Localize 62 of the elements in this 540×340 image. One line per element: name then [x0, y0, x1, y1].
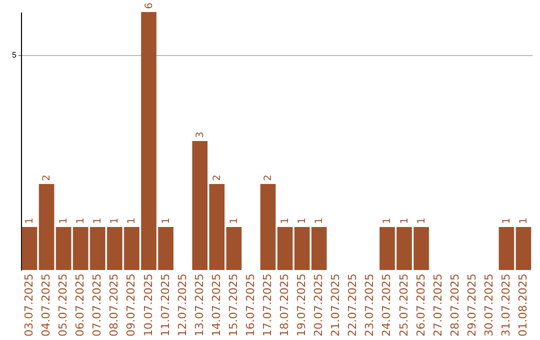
bar: [311, 227, 327, 270]
x-tick-label: 13.07.2025: [192, 274, 206, 336]
x-tick-label: 18.07.2025: [278, 274, 292, 336]
bar: [277, 227, 293, 270]
data-label: 1: [92, 218, 104, 224]
data-label: 1: [399, 218, 410, 224]
x-tick-label: 03.07.2025: [22, 274, 36, 336]
x-tick-label: 22.07.2025: [346, 274, 360, 336]
data-label: 1: [126, 218, 138, 224]
x-tick-label: 09.07.2025: [124, 274, 138, 336]
x-tick-label: 27.07.2025: [431, 274, 444, 336]
x-tick-label: 29.07.2025: [465, 274, 478, 336]
x-tick-label: 30.07.2025: [482, 274, 496, 336]
x-tick-label: 15.07.2025: [226, 274, 240, 336]
x-tick-label: 19.07.2025: [295, 274, 308, 336]
x-tick-label: 31.07.2025: [499, 274, 512, 336]
data-label: 2: [42, 174, 53, 181]
data-label: 2: [212, 174, 223, 181]
x-tick-label: 11.07.2025: [158, 274, 172, 336]
data-label: 1: [501, 218, 512, 224]
data-label: 1: [416, 218, 428, 224]
data-label: 1: [382, 218, 394, 224]
bar: [56, 227, 72, 270]
data-label: 1: [110, 218, 121, 224]
data-label: 1: [280, 218, 292, 224]
bar: [226, 227, 242, 270]
data-label: 1: [24, 218, 36, 224]
x-tick-label: 23.07.2025: [363, 274, 376, 336]
bar: [516, 227, 532, 270]
x-tick-label: 17.07.2025: [260, 274, 274, 336]
x-tick-label: 05.07.2025: [56, 274, 70, 336]
data-label: 1: [297, 218, 308, 224]
x-tick-label: 16.07.2025: [244, 274, 257, 336]
data-label: 2: [262, 174, 274, 181]
x-tick-label: 01.08.2025: [516, 274, 530, 336]
data-label: 1: [58, 218, 70, 224]
x-tick-label: 12.07.2025: [176, 274, 189, 336]
bar: [498, 227, 514, 270]
data-label: 1: [518, 218, 530, 224]
x-tick-label: 04.07.2025: [40, 274, 53, 336]
x-tick-label: 21.07.2025: [329, 274, 342, 336]
y-tick-label: 5: [12, 50, 18, 60]
bar: [260, 184, 276, 270]
x-tick-label: 07.07.2025: [90, 274, 104, 336]
data-label: 1: [228, 218, 240, 224]
data-label: 1: [314, 218, 326, 224]
data-label: 1: [76, 218, 87, 224]
x-tick-label: 24.07.2025: [380, 274, 394, 336]
bar: [38, 184, 54, 270]
data-label: 3: [194, 132, 206, 138]
x-tick-label: 20.07.2025: [312, 274, 326, 336]
x-tick-label: 10.07.2025: [142, 274, 155, 336]
x-tick-label: 06.07.2025: [74, 274, 87, 336]
bar: [22, 227, 38, 270]
x-tick-label: 14.07.2025: [210, 274, 223, 336]
x-tick-label: 25.07.2025: [397, 274, 410, 336]
bar: [294, 227, 310, 270]
x-tick-label: 26.07.2025: [414, 274, 428, 336]
data-label: 6: [144, 2, 155, 9]
data-label: 1: [160, 218, 172, 224]
x-tick-label: 08.07.2025: [108, 274, 121, 336]
x-tick-label: 28.07.2025: [448, 274, 462, 336]
